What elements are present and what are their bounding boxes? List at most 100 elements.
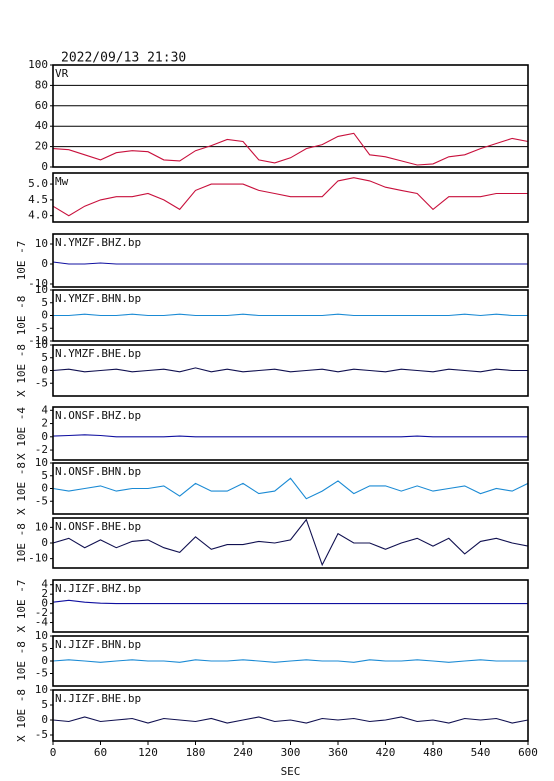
x-tick-label: 0 — [50, 746, 57, 759]
y-tick-label: 0 — [41, 597, 48, 610]
y-tick-label: 0 — [41, 713, 48, 726]
panel-label: N.JIZF.BHE.bp — [55, 692, 141, 705]
y-axis-label: X 10E -8 — [15, 344, 28, 397]
panel-label: N.ONSF.BHZ.bp — [55, 409, 141, 422]
y-tick-label: 2 — [41, 417, 48, 430]
y-tick-label: 4.5 — [28, 193, 48, 206]
panel-label: N.ONSF.BHN.bp — [55, 465, 141, 478]
y-tick-label: -10 — [28, 334, 48, 347]
y-tick-label: 5 — [41, 351, 48, 364]
panel-label: N.YMZF.BHN.bp — [55, 292, 141, 305]
trace — [53, 313, 528, 317]
x-tick-label: 600 — [518, 746, 538, 759]
y-tick-label: 0 — [41, 536, 48, 549]
y-tick-label: 10 — [35, 456, 48, 469]
x-tick-label: 480 — [423, 746, 443, 759]
panel-frame — [52, 579, 529, 633]
y-tick-label: 0 — [41, 482, 48, 495]
y-tick-label: 10 — [35, 237, 48, 250]
panel-frame — [52, 462, 529, 515]
y-tick-label: -5 — [35, 728, 48, 741]
y-axis-label: X 10E -8 — [15, 689, 28, 742]
y-tick-label: 80 — [35, 78, 48, 91]
trace — [52, 177, 528, 217]
panel-label: N.YMZF.BHE.bp — [55, 347, 141, 360]
y-axis-label: X 10E -8 — [15, 462, 28, 515]
panel-label: N.YMZF.BHZ.bp — [55, 236, 141, 249]
y-tick-label: 5 — [41, 296, 48, 309]
trace — [52, 659, 528, 663]
y-tick-label: 5 — [41, 698, 48, 711]
y-tick-label: 0 — [41, 257, 48, 270]
panel-frame — [52, 344, 529, 397]
trace — [52, 518, 529, 567]
y-tick-label: 60 — [35, 99, 48, 112]
y-axis-label: 10E -8 — [15, 523, 28, 563]
panel-frame — [52, 233, 529, 288]
y-axis-label: 10E -8 — [15, 641, 28, 681]
panel-label: N.JIZF.BHN.bp — [55, 638, 141, 651]
y-tick-label: -5 — [35, 494, 48, 507]
y-tick-label: 20 — [35, 140, 48, 153]
x-axis-label: SEC — [281, 765, 301, 778]
y-tick-label: -2 — [35, 606, 48, 619]
y-tick-label: -5 — [35, 667, 48, 680]
y-tick-label: 0 — [41, 654, 48, 667]
y-tick-label: 40 — [35, 119, 48, 132]
y-tick-label: 4.0 — [28, 209, 48, 222]
panel-frame — [52, 172, 529, 223]
y-tick-label: -10 — [28, 277, 48, 290]
chart-title: 2022/09/13 21:30 — [61, 51, 186, 66]
y-tick-label: -5 — [35, 321, 48, 334]
panel-frame — [52, 289, 529, 342]
y-tick-label: 0 — [41, 364, 48, 377]
y-tick-label: 10 — [35, 283, 48, 296]
trace — [52, 434, 528, 438]
y-axis-label: 10E -8 — [15, 296, 28, 336]
trace — [52, 599, 528, 605]
y-tick-label: 5 — [41, 469, 48, 482]
y-tick-label: 0 — [41, 160, 48, 173]
trace — [52, 132, 529, 166]
trace — [52, 261, 528, 265]
panel-frame — [52, 635, 529, 687]
y-axis-label: X 10E -4 — [15, 407, 28, 460]
x-tick-label: 300 — [281, 746, 301, 759]
panel-frame — [52, 406, 529, 461]
x-tick-label: 240 — [233, 746, 253, 759]
y-tick-label: -2 — [35, 443, 48, 456]
y-tick-label: 100 — [28, 58, 48, 71]
y-tick-label: 0 — [41, 430, 48, 443]
x-tick-label: 60 — [94, 746, 107, 759]
y-tick-label: 2 — [41, 587, 48, 600]
y-tick-label: 4 — [41, 578, 48, 591]
trace — [52, 367, 528, 373]
y-tick-label: 10 — [35, 683, 48, 696]
x-tick-label: 360 — [328, 746, 348, 759]
y-tick-label: 10 — [35, 338, 48, 351]
x-tick-label: 180 — [186, 746, 206, 759]
panel-label: Mw — [55, 175, 69, 188]
panel-label: VR — [55, 67, 69, 80]
y-tick-label: 5.0 — [28, 177, 48, 190]
y-tick-label: 10 — [35, 629, 48, 642]
trace — [52, 477, 529, 500]
panel-label: N.JIZF.BHZ.bp — [55, 582, 141, 595]
x-tick-label: 420 — [376, 746, 396, 759]
x-tick-label: 120 — [138, 746, 158, 759]
y-tick-label: 4 — [41, 403, 48, 416]
panel-frame — [52, 517, 529, 569]
y-tick-label: -5 — [35, 376, 48, 389]
y-tick-label: -4 — [35, 616, 49, 629]
panel-label: N.ONSF.BHE.bp — [55, 520, 141, 533]
x-tick-label: 540 — [471, 746, 491, 759]
trace — [52, 716, 529, 724]
y-tick-label: 5 — [41, 642, 48, 655]
y-tick-label: 10 — [35, 520, 48, 533]
panel-frame — [52, 64, 529, 168]
y-tick-label: -10 — [28, 552, 48, 565]
y-axis-label: X 10E -7 — [15, 580, 28, 633]
y-tick-label: 0 — [41, 309, 48, 322]
